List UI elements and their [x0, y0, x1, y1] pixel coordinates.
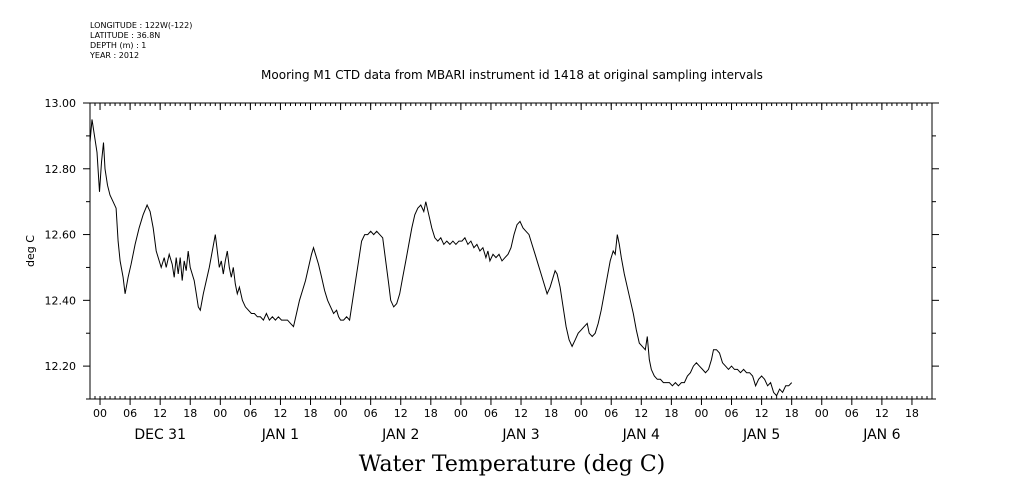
x-tick-label: 18 — [664, 407, 678, 420]
chart-title: Mooring M1 CTD data from MBARI instrumen… — [261, 68, 763, 82]
x-day-label: DEC 31 — [134, 427, 186, 443]
x-tick-label: 00 — [454, 407, 468, 420]
metadata-block: LONGITUDE : 122W(-122) LATITUDE : 36.8N … — [90, 21, 192, 61]
y-tick-label: 13.00 — [45, 97, 77, 110]
x-day-label: JAN 6 — [862, 427, 900, 443]
x-tick-label: 12 — [634, 407, 648, 420]
tick-labels: 00 06 12 18 00 06 12 18 00 06 12 18 00 06 12 18 00 06 12 18… — [45, 97, 919, 443]
x-tick-label: 06 — [364, 407, 378, 420]
y-tick-label: 12.20 — [45, 360, 77, 373]
x-tick-label: 18 — [905, 407, 919, 420]
x-day-label: JAN 2 — [381, 427, 419, 443]
x-tick-label: 06 — [243, 407, 257, 420]
x-tick-label: 06 — [845, 407, 859, 420]
x-tick-label: 12 — [153, 407, 167, 420]
x-day-label: JAN 3 — [501, 427, 539, 443]
x-tick-label: 18 — [544, 407, 558, 420]
x-tick-label: 12 — [273, 407, 287, 420]
y-axis-label: deg C — [24, 235, 37, 267]
meta-depth: DEPTH (m) : 1 — [90, 41, 147, 50]
plot-frame — [89, 102, 933, 400]
tick-marks — [83, 102, 939, 405]
x-tick-label: 12 — [875, 407, 889, 420]
y-tick-label: 12.80 — [45, 163, 77, 176]
x-day-label: JAN 5 — [742, 427, 780, 443]
x-tick-label: 00 — [574, 407, 588, 420]
variable-title: Water Temperature (deg C) — [358, 452, 666, 477]
x-tick-label: 18 — [785, 407, 799, 420]
meta-longitude: LONGITUDE : 122W(-122) — [90, 21, 193, 30]
meta-year: YEAR : 2012 — [90, 51, 140, 60]
x-day-label: JAN 4 — [622, 427, 660, 443]
x-tick-label: 00 — [334, 407, 348, 420]
y-tick-label: 12.40 — [45, 294, 77, 307]
series-line — [89, 119, 793, 397]
x-tick-label: 00 — [694, 407, 708, 420]
x-tick-label: 06 — [484, 407, 498, 420]
x-tick-label: 18 — [424, 407, 438, 420]
x-tick-label: 00 — [213, 407, 227, 420]
x-tick-label: 12 — [755, 407, 769, 420]
meta-latitude: LATITUDE : 36.8N — [90, 31, 161, 40]
x-day-label: JAN 1 — [261, 427, 299, 443]
x-tick-label: 12 — [394, 407, 408, 420]
x-tick-label: 00 — [93, 407, 107, 420]
x-tick-label: 06 — [725, 407, 739, 420]
y-tick-label: 12.60 — [45, 229, 77, 242]
x-tick-label: 18 — [304, 407, 318, 420]
x-tick-label: 18 — [183, 407, 197, 420]
x-tick-label: 06 — [604, 407, 618, 420]
x-tick-label: 00 — [815, 407, 829, 420]
x-tick-label: 12 — [514, 407, 528, 420]
x-tick-label: 06 — [123, 407, 137, 420]
